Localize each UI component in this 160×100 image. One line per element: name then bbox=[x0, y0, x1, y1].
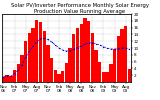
Bar bbox=[94, 50, 98, 82]
Bar bbox=[39, 22, 42, 82]
Bar bbox=[43, 31, 46, 82]
Bar bbox=[5, 74, 9, 82]
Bar bbox=[57, 74, 61, 82]
Bar bbox=[31, 28, 35, 82]
Bar bbox=[2, 77, 5, 82]
Bar bbox=[109, 64, 112, 82]
Bar bbox=[124, 26, 127, 82]
Bar bbox=[76, 28, 79, 82]
Bar bbox=[50, 58, 53, 82]
Bar bbox=[128, 69, 131, 82]
Bar bbox=[46, 45, 50, 82]
Bar bbox=[120, 29, 124, 82]
Bar bbox=[72, 34, 76, 82]
Bar bbox=[24, 41, 27, 82]
Bar bbox=[113, 49, 116, 82]
Text: Solar PV/Inverter Performance Monthly Solar Energy Production Value Running Aver: Solar PV/Inverter Performance Monthly So… bbox=[11, 3, 149, 14]
Bar bbox=[20, 55, 24, 82]
Bar bbox=[91, 33, 94, 82]
Bar bbox=[35, 20, 38, 82]
Bar bbox=[98, 62, 101, 82]
Bar bbox=[105, 72, 109, 82]
Bar bbox=[68, 48, 72, 82]
Bar bbox=[17, 64, 20, 82]
Bar bbox=[87, 21, 90, 82]
Bar bbox=[54, 70, 57, 82]
Bar bbox=[13, 70, 16, 82]
Bar bbox=[9, 76, 12, 82]
Bar bbox=[102, 72, 105, 82]
Bar bbox=[28, 33, 31, 82]
Bar bbox=[80, 24, 83, 82]
Bar bbox=[117, 36, 120, 82]
Bar bbox=[61, 71, 64, 82]
Bar bbox=[83, 18, 87, 82]
Bar bbox=[65, 63, 68, 82]
